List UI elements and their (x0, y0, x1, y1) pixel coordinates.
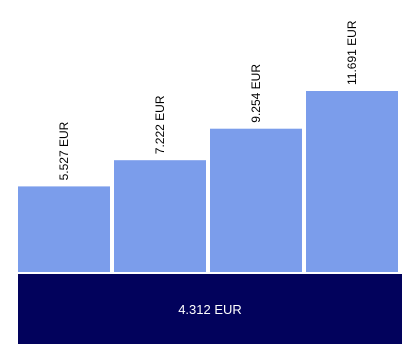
bar-1 (18, 186, 110, 272)
value-labels-layer: 5.527 EUR 7.222 EUR 9.254 EUR 11.691 EUR (57, 20, 359, 180)
bar-value-label-2: 7.222 EUR (153, 95, 167, 154)
bar-4 (306, 91, 398, 272)
bar-value-label-4: 11.691 EUR (345, 20, 359, 85)
base-value-label: 4.312 EUR (178, 302, 242, 317)
bar-value-label-1: 5.527 EUR (57, 121, 71, 180)
base-block (18, 274, 402, 344)
bars-layer (18, 91, 398, 272)
bar-3 (210, 128, 302, 272)
bar-2 (114, 160, 206, 272)
bar-value-label-3: 9.254 EUR (249, 64, 263, 123)
